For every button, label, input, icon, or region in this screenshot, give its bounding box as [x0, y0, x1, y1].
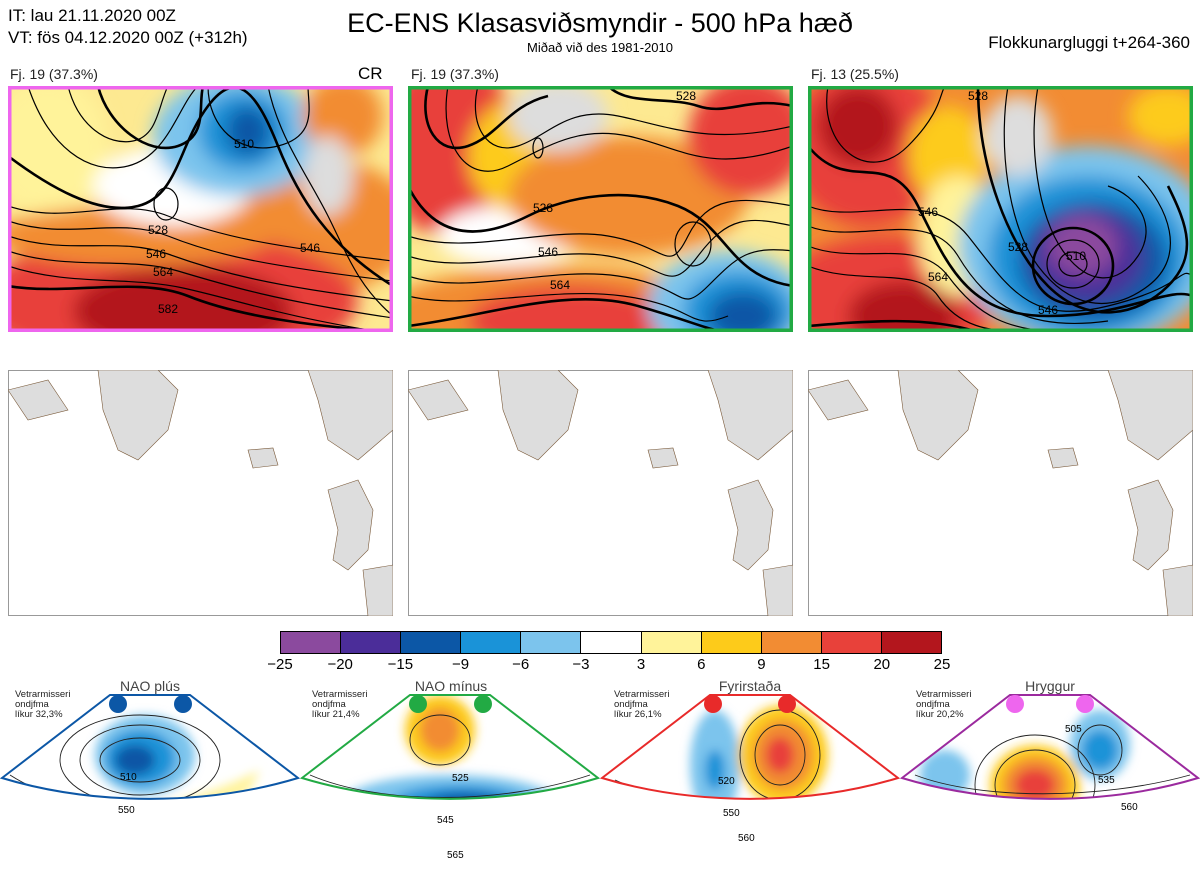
legend-title-nao-plus: NAO plús: [120, 678, 180, 694]
legend-note-nao-minus: Vetrarmisseri ondjfma líkur 21,4%: [312, 689, 368, 720]
contour-label: 550: [723, 808, 740, 819]
contour-label: 505: [1065, 724, 1082, 735]
legend-note-fyrirstada: Vetrarmisseri ondjfma líkur 26,1%: [614, 689, 670, 720]
contour-label: 546: [1038, 303, 1058, 317]
panel-3-label: Fj. 13 (25.5%): [811, 66, 899, 82]
hryggur-dot: [1006, 695, 1024, 713]
valid-time: VT: fös 04.12.2020 00Z (+312h): [8, 28, 248, 47]
panel-1-tag: CR: [358, 64, 383, 83]
contour-label: 564: [550, 278, 570, 292]
fyrirstada-dot: [704, 695, 722, 713]
page-title: EC-ENS Klasasviðsmyndir - 500 hPa hæð: [347, 8, 853, 38]
page-subtitle: Miðað við des 1981-2010: [527, 40, 673, 55]
contour-label: 565: [447, 850, 464, 861]
outline-map-3: [808, 370, 1193, 616]
panel-2-label: Fj. 19 (37.3%): [411, 66, 499, 82]
fyrirstada-dot: [778, 695, 796, 713]
legend-note-hryggur: Vetrarmisseri ondjfma líkur 20,2%: [916, 689, 972, 720]
nao-minus-dot: [409, 695, 427, 713]
fyrirstada-frame: [599, 694, 901, 800]
colorbar-tick-label: 25: [933, 656, 951, 673]
nao-plus-dot: [174, 695, 192, 713]
nao-plus-dot: [109, 695, 127, 713]
colorbar-tick-label: −6: [512, 656, 530, 673]
cluster-map-3: 528 546 564 528 510 546: [808, 86, 1193, 332]
contour-label: 546: [146, 247, 166, 261]
contour-label: 546: [300, 241, 320, 255]
contour-label: 510: [120, 772, 137, 783]
outline-map-1: [8, 370, 393, 616]
classification-window: Flokkunargluggi t+264-360: [988, 33, 1190, 52]
issue-time: IT: lau 21.11.2020 00Z: [8, 6, 176, 25]
header-dates: IT: lau 21.11.2020 00Z VT: fös 04.12.202…: [8, 5, 248, 49]
regime-legend: 510 550 525 545 565: [0, 694, 1200, 861]
hryggur-frame: [899, 694, 1200, 800]
cluster-map-2: 528 546 564 528: [408, 86, 793, 332]
colorbar-tick-label: 6: [697, 656, 706, 673]
colorbar: [280, 631, 942, 654]
colorbar-tick-label: −3: [572, 656, 590, 673]
colorbar-tick-label: −15: [387, 656, 414, 673]
outline-map-2: [408, 370, 793, 616]
colorbar-tick-label: 15: [813, 656, 830, 673]
legend-note-nao-plus: Vetrarmisseri ondjfma líkur 32,3%: [15, 689, 71, 720]
contour-label: 564: [153, 265, 173, 279]
nao-minus-dot: [474, 695, 492, 713]
colorbar-tick-label: 3: [636, 656, 646, 673]
colorbar-swatch: [341, 632, 402, 653]
colorbar-swatch: [701, 632, 762, 653]
contour-label: 510: [1066, 249, 1086, 263]
colorbar-tick-label: 9: [757, 656, 766, 673]
contour-label: 560: [1121, 802, 1138, 813]
colorbar-swatch: [761, 632, 822, 653]
contour-label: 528: [533, 201, 553, 215]
panel-1-label: Fj. 19 (37.3%): [10, 66, 98, 82]
colorbar-swatch: [401, 632, 462, 653]
nao-minus-frame: [299, 694, 601, 800]
contour-label: 550: [118, 805, 135, 816]
contour-label: 525: [452, 773, 469, 784]
panel-1-border: [8, 86, 393, 332]
contour-label: 528: [148, 223, 168, 237]
contour-label: 546: [538, 245, 558, 259]
cluster-map-1: 528 510 546 564 582 546: [8, 86, 393, 332]
contour-label: 546: [918, 205, 938, 219]
colorbar-swatch: [641, 632, 702, 653]
colorbar-tick-label: 20: [873, 656, 891, 673]
colorbar-swatch: [521, 632, 582, 653]
contour-label: 545: [437, 815, 454, 826]
contour-label: 528: [676, 89, 696, 103]
colorbar-tick-label: −20: [327, 656, 353, 673]
colorbar-swatch: [281, 632, 342, 653]
contour-label: 535: [1098, 775, 1115, 786]
colorbar-swatch: [821, 632, 882, 653]
nao-plus-frame: [0, 694, 301, 800]
contour-label: 560: [738, 833, 755, 844]
colorbar-tick-label: −9: [451, 656, 470, 673]
legend-title-nao-minus: NAO mínus: [414, 678, 488, 694]
colorbar-tick-label: −25: [267, 656, 293, 673]
colorbar-swatch: [461, 632, 522, 653]
contour-label: 520: [718, 776, 735, 787]
contour-label: 564: [928, 270, 948, 284]
colorbar-swatch: [581, 632, 642, 653]
legend-title-hryggur: Hryggur: [1025, 678, 1075, 694]
panel-3-border: [808, 86, 1193, 332]
hryggur-dot: [1076, 695, 1094, 713]
legend-title-fyrirstada: Fyrirstaða: [718, 678, 782, 694]
contour-label: 528: [1008, 240, 1028, 254]
panel-2-border: [408, 86, 793, 332]
contour-label: 528: [968, 89, 988, 103]
colorbar-swatch: [881, 632, 942, 653]
contour-label: 510: [234, 137, 254, 151]
contour-label: 582: [158, 302, 178, 316]
